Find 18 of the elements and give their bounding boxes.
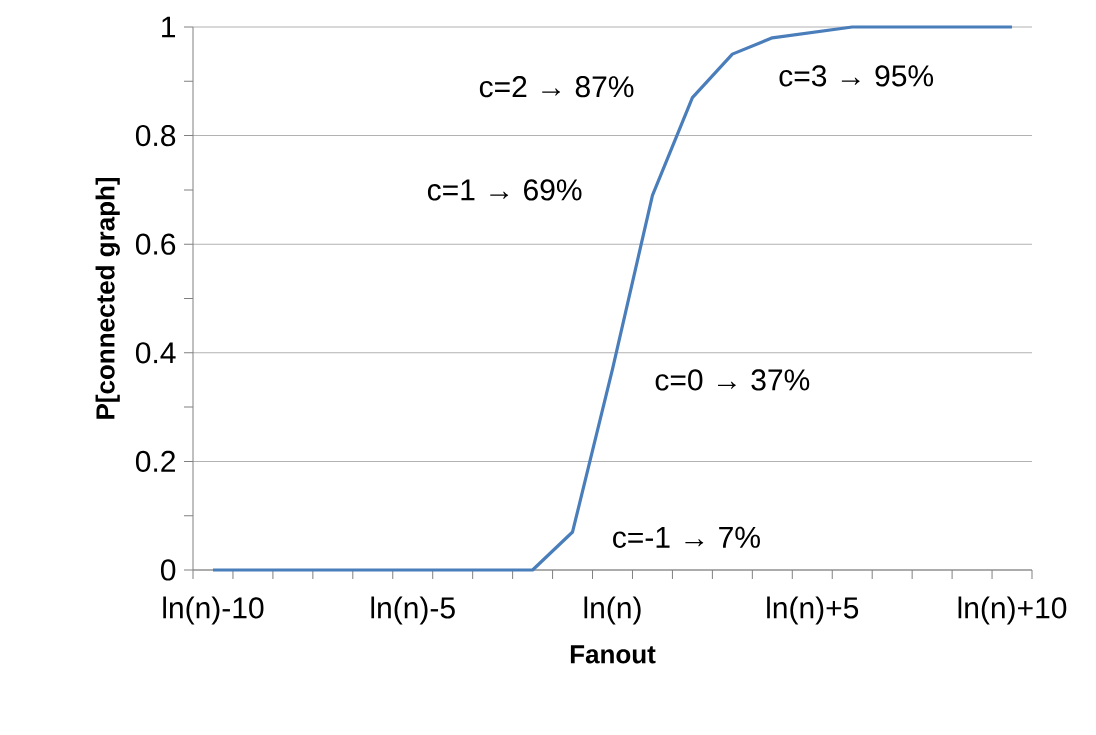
x-tick-label: ln(n) [584,596,641,625]
annotation: c=1 → 69% [427,179,582,201]
x-tick-label: ln(n)+10 [958,596,1067,625]
x-axis-title: Fanout [570,645,656,664]
y-tick-label: 0.8 [135,124,176,147]
annotation: c=0 → 37% [655,369,810,391]
y-axis-title: P[connected graph] [95,177,120,419]
x-tick-label: ln(n)-10 [163,596,264,625]
x-tick-label: ln(n)-5 [371,596,455,625]
annotation: c=-1 → 7% [613,526,760,548]
y-tick-label: 0.6 [135,233,176,255]
y-tick-label: 0.4 [135,342,176,364]
y-tick-label: 1 [162,16,176,38]
x-tick-label: ln(n)+5 [767,596,859,625]
y-tick-label: 0.2 [135,450,175,473]
annotation: c=2 → 87% [479,76,634,98]
annotation: c=3 → 95% [779,65,934,87]
y-tick-label: 0 [160,559,176,581]
